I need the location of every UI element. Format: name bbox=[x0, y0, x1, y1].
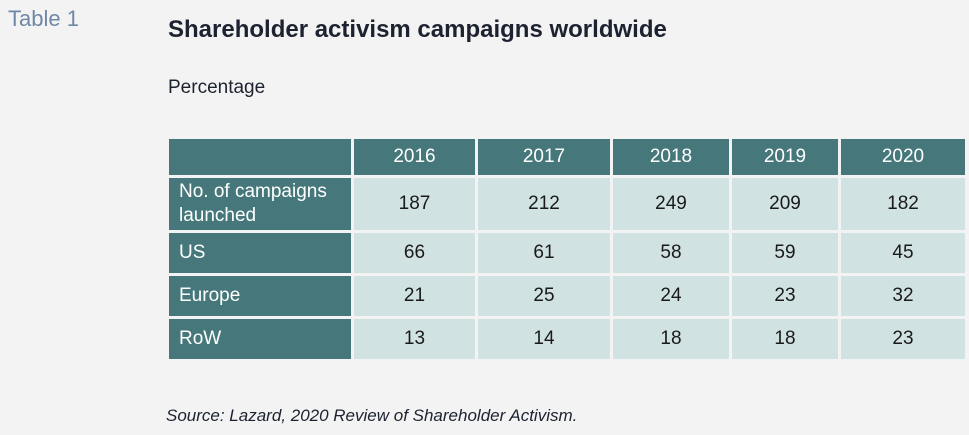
table-cell: 45 bbox=[841, 233, 965, 273]
table-cell: 24 bbox=[613, 276, 729, 316]
table-cell: 14 bbox=[478, 319, 610, 359]
table-cell: 66 bbox=[354, 233, 475, 273]
table-cell: 18 bbox=[732, 319, 838, 359]
header-corner-cell bbox=[169, 139, 351, 175]
table-cell: 18 bbox=[613, 319, 729, 359]
column-header-2016: 2016 bbox=[354, 139, 475, 175]
table-cell: 59 bbox=[732, 233, 838, 273]
column-header-2020: 2020 bbox=[841, 139, 965, 175]
column-header-2019: 2019 bbox=[732, 139, 838, 175]
row-label-europe: Europe bbox=[169, 276, 351, 316]
table-subtitle: Percentage bbox=[168, 77, 266, 98]
header-row: 2016 2017 2018 2019 2020 bbox=[169, 139, 965, 175]
table-cell: 209 bbox=[732, 178, 838, 230]
table-cell: 212 bbox=[478, 178, 610, 230]
table-cell: 58 bbox=[613, 233, 729, 273]
table-cell: 21 bbox=[354, 276, 475, 316]
table-cell: 187 bbox=[354, 178, 475, 230]
table-row-campaigns: No. of campaigns launched 187 212 249 20… bbox=[169, 178, 965, 230]
table-row-us: US 66 61 58 59 45 bbox=[169, 233, 965, 273]
table-cell: 25 bbox=[478, 276, 610, 316]
row-label-campaigns: No. of campaigns launched bbox=[169, 178, 351, 230]
table-cell: 182 bbox=[841, 178, 965, 230]
table-title: Shareholder activism campaigns worldwide bbox=[168, 16, 667, 43]
table-cell: 13 bbox=[354, 319, 475, 359]
row-label-row: RoW bbox=[169, 319, 351, 359]
table-cell: 23 bbox=[841, 319, 965, 359]
table-number-label: Table 1 bbox=[8, 6, 79, 31]
table-cell: 249 bbox=[613, 178, 729, 230]
row-label-us: US bbox=[169, 233, 351, 273]
column-header-2018: 2018 bbox=[613, 139, 729, 175]
table-row-row: RoW 13 14 18 18 23 bbox=[169, 319, 965, 359]
data-table: 2016 2017 2018 2019 2020 No. of campaign… bbox=[166, 136, 968, 362]
table-cell: 61 bbox=[478, 233, 610, 273]
table-row-europe: Europe 21 25 24 23 32 bbox=[169, 276, 965, 316]
source-note: Source: Lazard, 2020 Review of Sharehold… bbox=[166, 406, 578, 425]
table-cell: 32 bbox=[841, 276, 965, 316]
column-header-2017: 2017 bbox=[478, 139, 610, 175]
table-cell: 23 bbox=[732, 276, 838, 316]
